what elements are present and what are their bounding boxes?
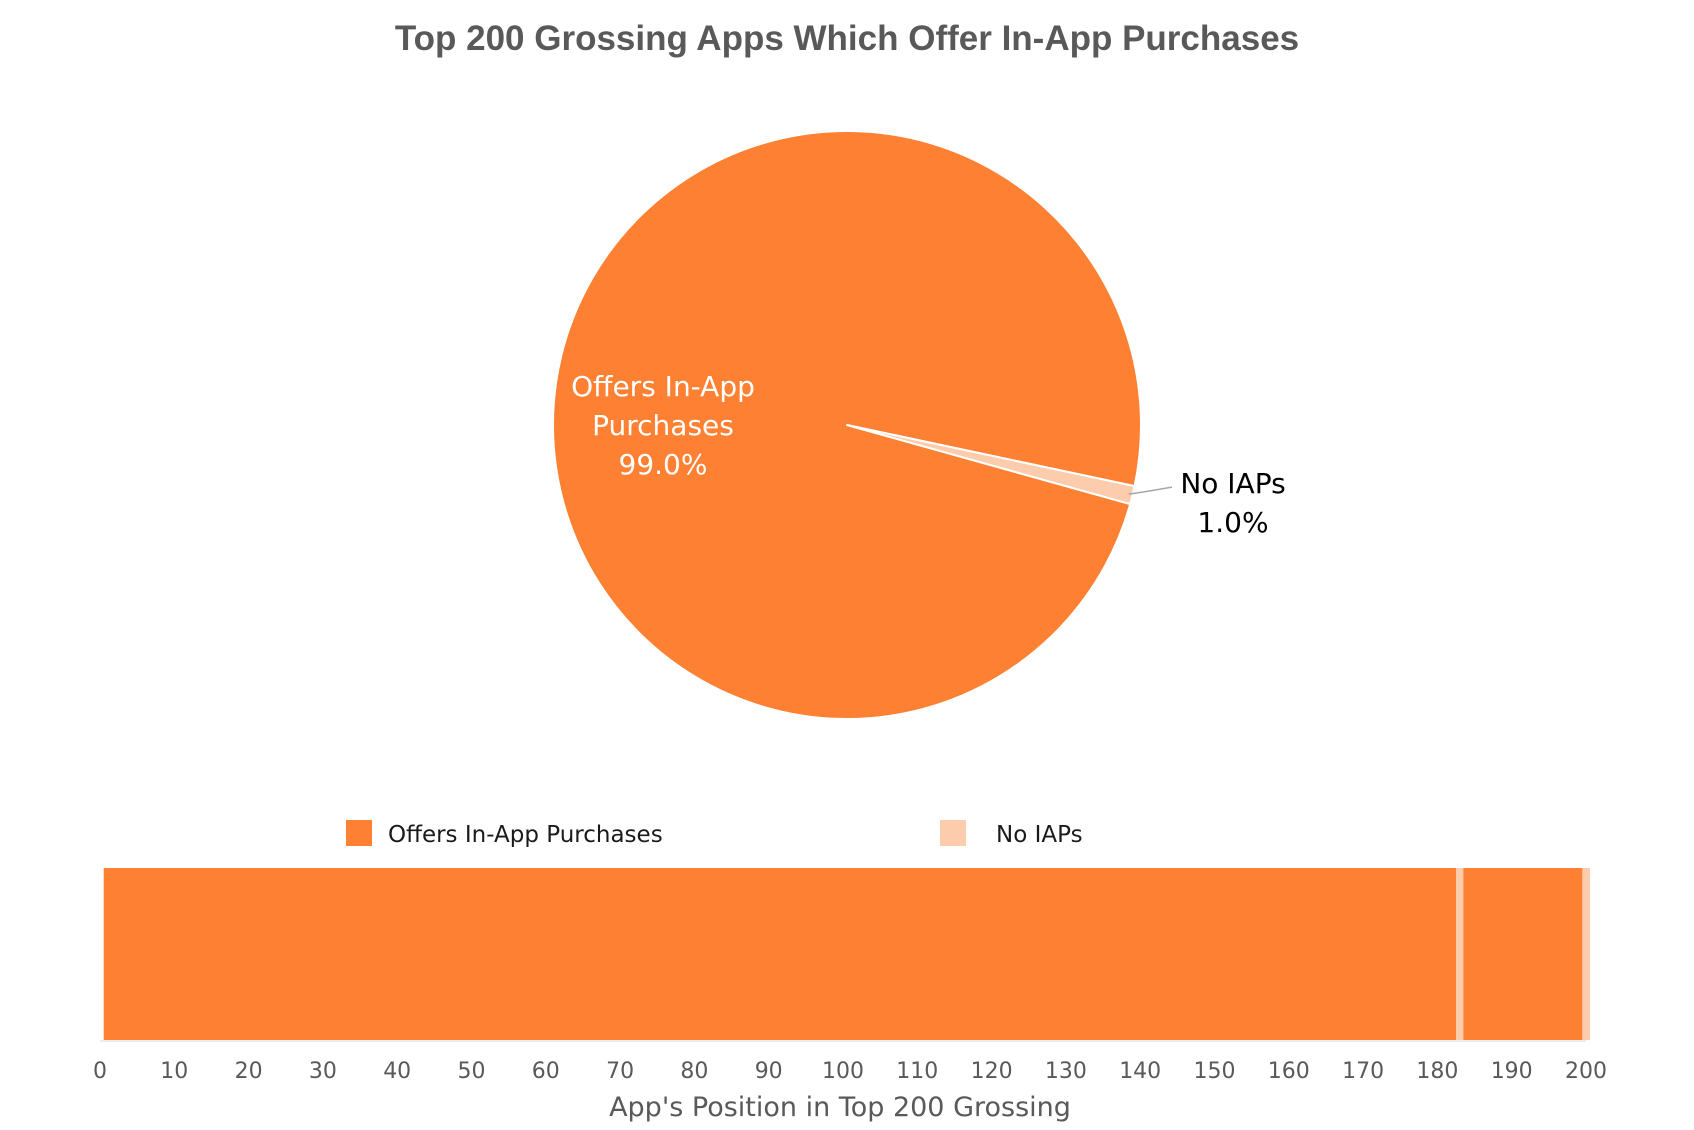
x-tick-label: 40 <box>383 1059 411 1084</box>
x-tick-label: 80 <box>680 1059 708 1084</box>
x-tick-label: 160 <box>1268 1059 1310 1084</box>
x-tick-label: 140 <box>1119 1059 1161 1084</box>
chart-title: Top 200 Grossing Apps Which Offer In-App… <box>395 19 1299 58</box>
x-axis-ticks: 0 10 20 30 40 50 60 70 80 90 100 110 120 130 140 150 160… <box>93 1059 1607 1084</box>
pie-label-offers-iap: Offers In-App Purchases 99.0% <box>571 370 755 481</box>
x-tick-label: 70 <box>606 1059 634 1084</box>
x-tick-label: 0 <box>93 1059 107 1084</box>
strip-offers-iap <box>103 868 1590 1040</box>
x-tick-label: 20 <box>235 1059 263 1084</box>
x-tick-label: 30 <box>309 1059 337 1084</box>
legend-label-no-iaps: No IAPs <box>996 822 1083 848</box>
x-axis-title: App's Position in Top 200 Grossing <box>609 1092 1071 1123</box>
pie-chart <box>552 129 1142 720</box>
position-strip <box>103 868 1590 1040</box>
x-tick-label: 50 <box>458 1059 486 1084</box>
pie-leader-no-iaps <box>1128 486 1173 495</box>
x-tick-label: 100 <box>822 1059 864 1084</box>
x-tick-label: 60 <box>532 1059 560 1084</box>
strip-no-iap-200 <box>1582 868 1590 1040</box>
pie-label-no-iaps: No IAPs 1.0% <box>1180 467 1285 539</box>
x-tick-label: 180 <box>1416 1059 1458 1084</box>
pie-slice-no-iaps <box>846 424 1136 506</box>
x-tick-label: 90 <box>755 1059 783 1084</box>
strip-no-iap-183 <box>1455 868 1464 1040</box>
pie-labels: Offers In-App Purchases 99.0% No IAPs 1.0% <box>571 370 1286 539</box>
x-tick-label: 10 <box>160 1059 188 1084</box>
x-tick-label: 190 <box>1491 1059 1533 1084</box>
x-tick-label: 200 <box>1565 1059 1607 1084</box>
legend: Offers In-App Purchases No IAPs <box>346 820 1083 848</box>
x-tick-label: 110 <box>896 1059 938 1084</box>
x-tick-label: 120 <box>971 1059 1013 1084</box>
x-tick-label: 130 <box>1045 1059 1087 1084</box>
x-tick-label: 170 <box>1342 1059 1384 1084</box>
x-tick-label: 150 <box>1194 1059 1236 1084</box>
legend-label-offers-iap: Offers In-App Purchases <box>388 822 663 848</box>
legend-swatch-no-iaps <box>940 820 966 846</box>
legend-swatch-offers-iap <box>346 820 372 846</box>
